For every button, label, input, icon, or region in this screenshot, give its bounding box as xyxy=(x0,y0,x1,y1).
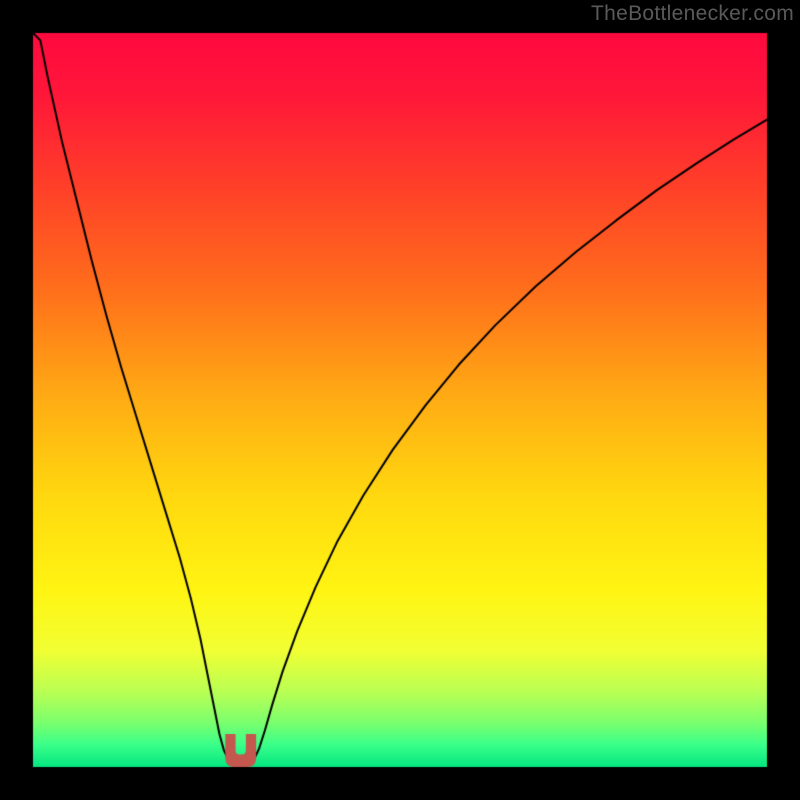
bottleneck-chart xyxy=(0,0,800,800)
watermark-text: TheBottlenecker.com xyxy=(591,2,794,26)
stage: TheBottlenecker.com xyxy=(0,0,800,800)
